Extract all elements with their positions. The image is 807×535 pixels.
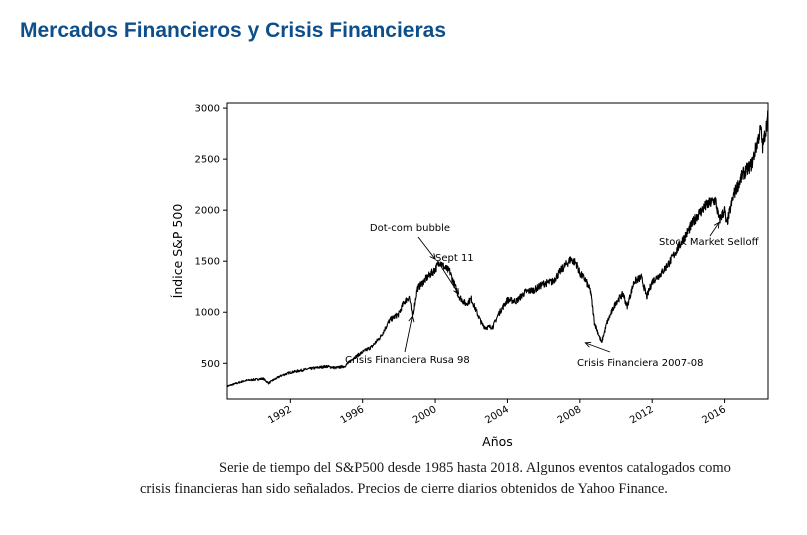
x-tick-label-1992: 1992 xyxy=(266,404,294,426)
annotation-arrow-1 xyxy=(439,264,459,295)
annotation-arrowhead-3 xyxy=(584,341,592,348)
annotation-arrow-0 xyxy=(417,236,436,260)
caption-line-2: crisis financieras han sido señalados. P… xyxy=(140,481,668,497)
plot-frame xyxy=(226,102,769,400)
page-title: Mercados Financieros y Crisis Financiera… xyxy=(20,19,447,42)
x-tick-label-2016: 2016 xyxy=(701,404,729,426)
y-tick-label-2500: 2500 xyxy=(195,155,220,166)
annotation-arrowhead-1 xyxy=(453,287,460,295)
series-line-0 xyxy=(226,110,769,388)
caption-line-1: Serie de tiempo del S&P500 desde 1985 ha… xyxy=(219,460,731,476)
annotation-arrowhead-2 xyxy=(408,315,415,323)
figure-caption: Serie de tiempo del S&P500 desde 1985 ha… xyxy=(140,458,807,500)
annotation-label-2: Crisis Financiera Rusa 98 xyxy=(345,355,470,366)
annotation-label-3: Crisis Financiera 2007-08 xyxy=(577,358,703,369)
x-axis-label: Años xyxy=(482,434,513,449)
annotation-arrow-3 xyxy=(585,342,611,353)
y-tick-label-1500: 1500 xyxy=(195,257,220,268)
x-tick-label-2004: 2004 xyxy=(483,404,511,426)
annotation-arrowhead-0 xyxy=(429,253,436,261)
x-tick-label-2008: 2008 xyxy=(556,404,584,426)
annotation-label-1: Sept 11 xyxy=(435,253,474,264)
sp500-chart: 500 1000 1500 2000 2500 3000 1992 1996 2000 2004 2… xyxy=(170,102,769,449)
x-tick-label-2000: 2000 xyxy=(411,404,439,426)
y-tick-label-500: 500 xyxy=(201,359,220,370)
annotation-label-4: Stock Market Selloff xyxy=(659,237,760,248)
x-tick-label-1996: 1996 xyxy=(339,404,367,426)
annotation-label-0: Dot-com bubble xyxy=(370,223,450,234)
annotation-arrow-2 xyxy=(404,316,413,353)
y-tick-label-1000: 1000 xyxy=(195,308,220,319)
annotation-arrowhead-4 xyxy=(713,221,720,229)
y-axis-label: Índice S&P 500 xyxy=(170,204,185,299)
annotation-arrow-4 xyxy=(709,222,720,237)
x-tick-label-2012: 2012 xyxy=(628,404,656,426)
y-tick-label-3000: 3000 xyxy=(195,104,220,115)
y-tick-label-2000: 2000 xyxy=(195,206,220,217)
